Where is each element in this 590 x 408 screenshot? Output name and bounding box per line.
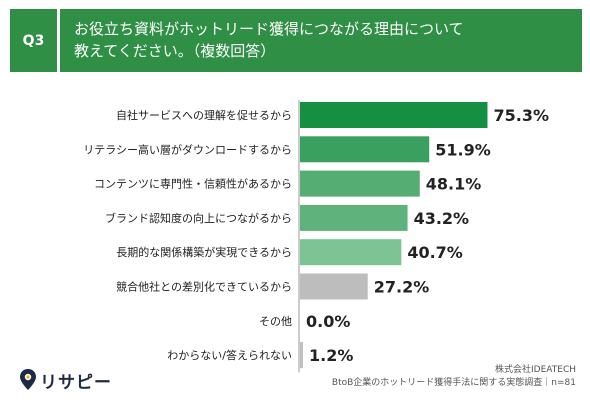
- category-label: 競合他社との差別化できているから: [116, 280, 292, 294]
- value-label: 1.2%: [309, 346, 353, 365]
- bar: [300, 136, 430, 163]
- category-label: わからない/答えられない: [167, 348, 292, 362]
- bar: [300, 170, 420, 197]
- category-label: 長期的な関係構築が実現できるから: [116, 245, 292, 259]
- value-label: 48.1%: [426, 175, 482, 194]
- brand-logo: リサピー: [18, 368, 112, 393]
- bar: [300, 102, 488, 128]
- value-label: 0.0%: [306, 312, 350, 331]
- question-number: Q3: [10, 9, 57, 72]
- question-title: お役立ち資料がホットリード獲得につながる理由について 教えてください。（複数回答…: [74, 20, 464, 60]
- bar: [300, 342, 303, 369]
- bar: [300, 273, 368, 300]
- value-label: 75.3%: [493, 106, 549, 125]
- bar: [300, 239, 402, 266]
- value-label: 27.2%: [374, 278, 430, 297]
- pin-icon: [20, 369, 36, 390]
- bar: [300, 204, 408, 231]
- category-label: リテラシー高い層がダウンロードするから: [83, 142, 292, 156]
- logo-text: リサピー: [40, 372, 112, 393]
- value-label: 40.7%: [407, 243, 463, 262]
- category-label: 自社サービスへの理解を促せるから: [116, 108, 292, 122]
- question-title-box: お役立ち資料がホットリード獲得につながる理由について 教えてください。（複数回答…: [60, 9, 582, 72]
- category-label: ブランド認知度の向上につながるから: [105, 211, 292, 225]
- value-label: 43.2%: [414, 209, 470, 228]
- footer-company: 株式会社IDEATECH: [495, 365, 576, 375]
- footer-survey: BtoB企業のホットリード獲得手法に関する実態調査｜n=81: [331, 378, 576, 388]
- footer-source: 株式会社IDEATECH BtoB企業のホットリード獲得手法に関する実態調査｜n…: [332, 364, 576, 390]
- value-label: 51.9%: [435, 140, 491, 159]
- question-header: Q3 お役立ち資料がホットリード獲得につながる理由について 教えてください。（複…: [10, 9, 582, 72]
- category-label: コンテンツに専門性・信頼性があるから: [94, 177, 292, 191]
- category-label: その他: [259, 315, 292, 328]
